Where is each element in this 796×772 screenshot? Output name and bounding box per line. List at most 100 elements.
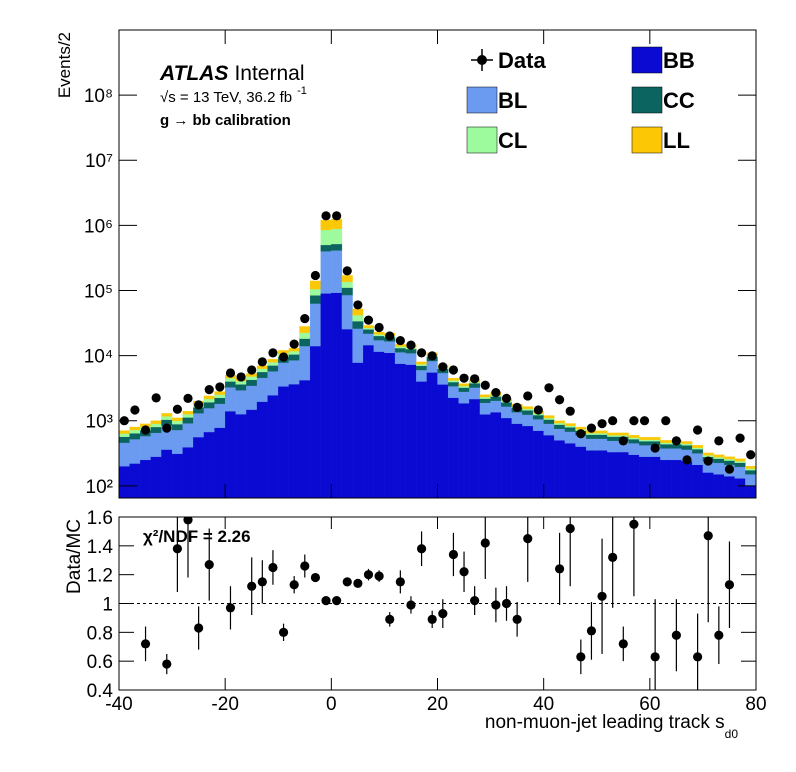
histogram-segment — [214, 427, 226, 498]
data-point — [172, 404, 182, 414]
histogram-segment — [543, 434, 555, 498]
histogram-segment — [405, 348, 417, 354]
histogram-segment — [320, 293, 332, 498]
data-point — [671, 436, 681, 446]
histogram-segment — [225, 381, 236, 388]
histogram-segment — [405, 353, 417, 365]
y-tick-label: 10⁸ — [84, 86, 113, 107]
histogram-segment — [628, 439, 640, 444]
histogram-segment — [585, 434, 597, 439]
histogram-segment — [394, 346, 406, 349]
histogram-segment — [373, 351, 385, 498]
y-tick-label: 10⁶ — [84, 216, 113, 237]
histogram-segment — [341, 294, 353, 330]
histogram-segment — [320, 244, 332, 252]
histogram-segment — [649, 456, 661, 498]
histogram-segment — [479, 398, 491, 403]
histogram-segment — [469, 383, 481, 388]
histogram-segment — [394, 352, 406, 364]
ratio-point — [194, 623, 204, 633]
histogram-segment — [235, 414, 247, 498]
data-point — [693, 425, 703, 435]
histogram-segment — [182, 417, 194, 424]
data-point — [353, 300, 363, 310]
histogram-segment — [129, 439, 141, 464]
histogram-segment — [501, 402, 512, 407]
histogram-segment — [745, 466, 756, 469]
histogram-segment — [352, 320, 364, 329]
ratio-point — [247, 581, 257, 591]
histogram-segment — [288, 384, 300, 498]
histogram-segment — [522, 425, 534, 498]
x-axis-label-main: non-muon-jet leading track s — [485, 712, 725, 733]
histogram-segment — [649, 437, 661, 440]
y-tick-label: 1.2 — [87, 566, 113, 587]
histogram-segment — [171, 424, 183, 431]
x-axis-label: non-muon-jet leading track sd0 — [485, 712, 738, 741]
histogram-segment — [373, 340, 385, 352]
data-point — [236, 372, 246, 382]
data-point — [363, 315, 374, 325]
histogram-segment — [469, 387, 481, 400]
histogram-segment — [171, 429, 183, 454]
atlas: ATLAS — [159, 62, 228, 85]
histogram-segment — [532, 430, 544, 498]
data-point — [183, 393, 193, 404]
data-point — [544, 383, 554, 393]
histogram-segment — [416, 369, 428, 382]
legend-label: BB — [663, 48, 695, 73]
data-point — [268, 348, 278, 358]
data-point — [448, 365, 459, 375]
histogram-segment — [543, 417, 555, 420]
histogram-segment — [564, 443, 576, 498]
histogram-segment — [150, 426, 162, 434]
histogram-segment — [320, 229, 332, 246]
ratio-point — [459, 567, 469, 577]
ratio-point — [491, 600, 501, 610]
data-point — [416, 348, 427, 358]
histogram-segment — [203, 402, 215, 409]
histogram-segment — [617, 451, 629, 498]
ratio-point — [332, 596, 342, 606]
histogram-segment — [331, 292, 343, 498]
histogram-segment — [554, 424, 566, 429]
data-point — [470, 374, 480, 384]
histogram-segment — [246, 409, 258, 498]
data-point — [586, 423, 597, 433]
histogram-segment — [543, 419, 555, 424]
ratio-point — [597, 591, 607, 601]
data-point — [512, 402, 522, 413]
histogram-segment — [384, 352, 396, 498]
histogram-segment — [405, 364, 417, 498]
main-frame — [118, 29, 757, 499]
histogram-segment — [532, 419, 544, 431]
histogram-segment — [596, 430, 608, 434]
histogram-segment — [363, 344, 374, 498]
legend-label: LL — [663, 128, 690, 153]
histogram-segment — [171, 420, 183, 425]
histogram-segment — [225, 387, 236, 412]
data-point — [703, 456, 713, 466]
histogram-segment — [267, 359, 279, 363]
data-point — [225, 368, 236, 378]
histogram-segment — [363, 333, 374, 346]
ratio-point — [671, 630, 681, 640]
data-point — [650, 443, 660, 453]
data-point — [332, 211, 342, 221]
data-point — [714, 436, 724, 446]
data-point — [374, 322, 384, 333]
histogram-segment — [607, 440, 619, 453]
histogram-segment — [554, 422, 566, 425]
histogram-segment — [724, 458, 735, 461]
histogram-segment — [713, 458, 725, 464]
ratio-point — [342, 577, 352, 587]
histogram-segment — [681, 441, 693, 444]
energy-exponent: -1 — [297, 85, 307, 97]
ratio-point — [140, 639, 151, 649]
histogram-segment — [246, 385, 258, 410]
ratio-point — [523, 534, 533, 544]
histogram-segment — [447, 377, 459, 381]
histogram-segment — [745, 470, 756, 475]
histogram-segment — [352, 308, 364, 316]
histogram-segment — [182, 447, 194, 498]
